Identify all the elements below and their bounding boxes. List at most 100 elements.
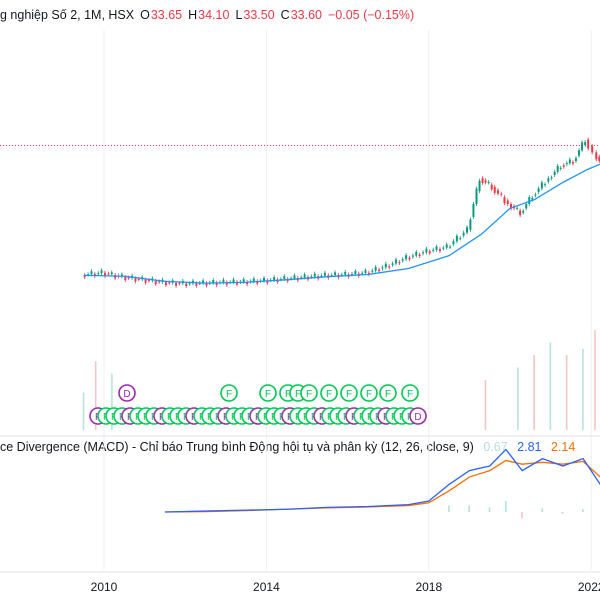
ohlc-close-key: C [280,8,290,22]
candle-body [522,210,525,213]
candle-body [137,278,140,280]
fundamental-marker-circle [220,384,238,402]
candle-body [340,274,343,276]
histogram-bar [582,509,584,512]
fundamental-marker-label: F [326,389,332,400]
candle-body [519,210,522,216]
candle-body [124,277,127,281]
candle-body [547,178,550,182]
dividend-marker-circle [118,384,136,402]
candle-body [537,188,540,192]
x-tick-label: 2022 [578,580,600,594]
candle-body [212,280,215,283]
candle-body [235,282,238,285]
macd-line [164,448,600,513]
candle-body [574,158,577,161]
price-change: −0.05 (−0.15%) [327,8,415,22]
candle-body [411,255,414,257]
x-tick-label: 2014 [253,580,280,594]
candle-body [164,282,167,286]
candle-body [246,281,249,285]
fundamental-marker-label: F [306,389,312,400]
candle-body [394,259,397,264]
moving-average-line [83,163,600,284]
candle-body [158,281,161,283]
candle-body [168,282,171,284]
candle-body [127,277,130,279]
volume-bar [594,330,596,430]
candle-body [263,277,266,281]
candle-body [283,276,286,280]
candle-body [493,186,496,193]
fundamental-marker-circle [320,384,338,402]
volume-bar [94,361,97,430]
candle-body [415,251,418,256]
fundamental-marker-circle [340,384,358,402]
candle-body [188,283,191,285]
candle-body [487,182,490,184]
fundamental-marker-circle [379,384,397,402]
fundamental-marker-label: F [366,389,372,400]
x-tick-label: 2018 [415,580,442,594]
candle-body [534,194,537,196]
candle-body [198,283,201,285]
histogram-bar [504,500,507,512]
candle-body [571,162,574,164]
candle-body [462,232,465,236]
candle-body [303,274,306,278]
candle-body [273,277,276,280]
ohlc-high-value: 34.10 [198,8,230,22]
candle-body [432,249,435,251]
candle-body [252,278,255,282]
ohlc-high-key: H [188,8,198,22]
candle-body [490,184,493,190]
candle-body [178,283,181,285]
fundamental-marker-label: F [265,389,271,400]
candle-body [364,270,367,274]
candle-body [497,190,500,194]
candle-body [459,238,462,240]
macd-legend: ce Divergence (MACD) - Chỉ báo Trung bìn… [0,440,581,458]
candle-body [100,270,103,274]
macd-signal-line [164,459,600,513]
fundamental-marker-circle [259,384,277,402]
candle-body [587,139,590,149]
candle-body [323,272,326,276]
event-markers[interactable]: DFFFFFFFFFFFFFFFFFFFFFFFFFFFFFFFFFFFFFFF… [89,384,427,425]
candle-body [475,188,478,204]
candle-body [374,266,377,271]
candle-body [442,247,445,249]
macd-panel [164,448,600,519]
candle-body [320,275,323,277]
candle-body [354,271,357,274]
candle-body [445,244,448,248]
ohlc-close-value: 33.60 [290,8,322,22]
candle-body [300,277,303,279]
volume-bar [549,342,552,430]
candle-body [256,281,259,284]
candle-body [531,197,534,200]
candle-body [466,227,469,233]
fundamental-marker-circle [401,384,419,402]
dividend-marker-circle [409,407,427,425]
candle-body [313,273,316,277]
candle-body [408,257,411,260]
histogram-bar [561,512,564,514]
dividend-marker-label: D [414,412,421,423]
candle-body [195,283,198,286]
candle-body [107,273,110,275]
grid-lines [0,30,600,570]
candle-body [528,197,531,204]
dividend-marker-label: D [123,389,130,400]
candle-body [381,267,384,269]
candle-body [120,274,123,277]
candle-body [215,282,218,286]
candle-body [540,182,543,189]
candle-body [350,273,353,275]
candle-body [401,259,404,261]
ohlc-low-key: L [235,8,243,22]
candle-body [222,279,225,283]
candle-body [510,204,512,209]
candle-body [452,241,455,245]
